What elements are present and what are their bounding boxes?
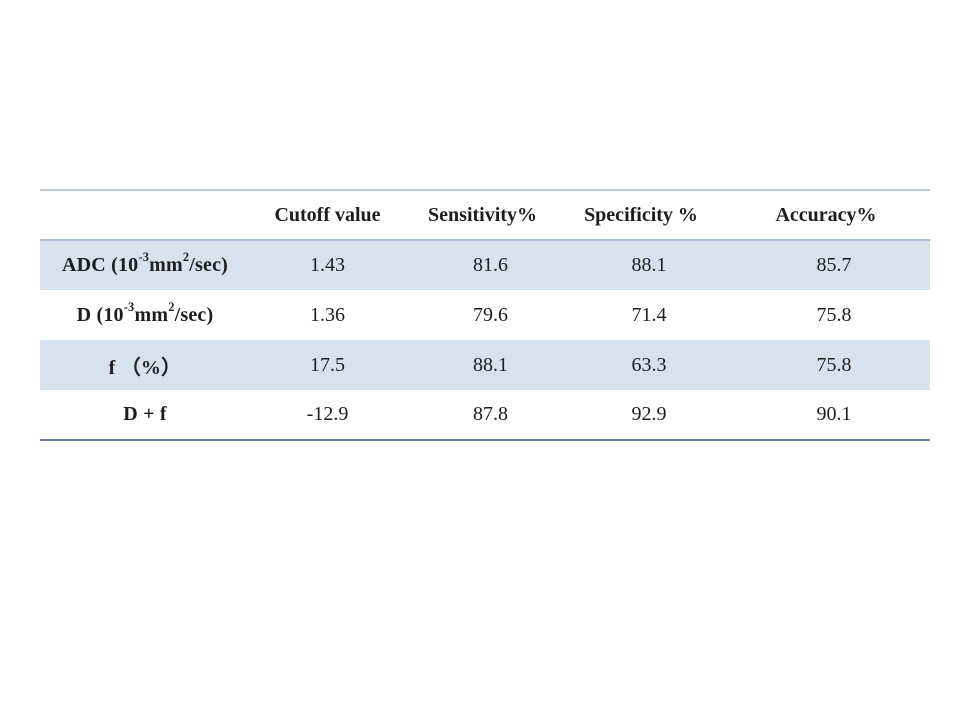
- row-label-segment: mm: [149, 254, 183, 276]
- row-label-segment: D (10: [76, 303, 124, 326]
- row-header-f: f （%）: [40, 340, 250, 390]
- value-cell-dplusf-sensitivity: 87.8: [473, 403, 508, 425]
- row-label-segment: f （%）: [108, 356, 182, 379]
- value-cell-d-accuracy: 75.8: [816, 303, 852, 326]
- superscript-exponent: -3: [123, 299, 135, 314]
- row-label-segment: ADC (10: [61, 254, 139, 276]
- value-cell-f-sensitivity: 88.1: [473, 353, 508, 376]
- value-cell-f-cutoff: 17.5: [310, 353, 345, 376]
- value-cell-adc-accuracy: 85.7: [816, 254, 852, 276]
- value-cell-adc-sensitivity: 81.6: [473, 254, 508, 276]
- value-cell-adc-specificity: 88.1: [631, 254, 667, 276]
- column-header-sensitivity: Sensitivity%: [405, 190, 560, 241]
- value-cell-dplusf-cutoff: -12.9: [306, 403, 349, 425]
- table-row-adc: ADC (10-3mm2/sec) 1.43 81.6 88.1 85.7: [40, 240, 930, 290]
- superscript-exponent: 2: [182, 250, 190, 265]
- column-header-accuracy: Accuracy%: [722, 190, 930, 241]
- value-cell-d-specificity: 71.4: [631, 303, 667, 326]
- column-header-specificity: Specificity %: [560, 190, 722, 241]
- row-label-segment: mm: [134, 303, 169, 326]
- row-label-segment: /sec): [189, 254, 229, 276]
- table-row-d-plus-f: D + f -12.9 87.8 92.9 90.1: [40, 390, 930, 440]
- row-header-d: D (10-3mm2/sec): [40, 290, 250, 340]
- value-cell-dplusf-accuracy: 90.1: [816, 403, 852, 425]
- value-cell-dplusf-specificity: 92.9: [631, 403, 667, 425]
- column-header-cutoff-value: Cutoff value: [250, 190, 405, 241]
- table-row-d: D (10-3mm2/sec) 1.36 79.6 71.4 75.8: [40, 290, 930, 340]
- value-cell-adc-cutoff: 1.43: [310, 254, 345, 276]
- header-row: Cutoff value Sensitivity% Specificity % …: [40, 190, 930, 241]
- row-header-d-plus-f: D + f: [40, 390, 250, 440]
- value-cell-d-sensitivity: 79.6: [473, 303, 508, 326]
- superscript-exponent: 2: [168, 299, 175, 314]
- row-label-segment: /sec): [174, 303, 214, 326]
- value-cell-f-accuracy: 75.8: [816, 353, 852, 376]
- table-row-f: f （%） 17.5 88.1 63.3 75.8: [40, 340, 930, 390]
- value-cell-d-cutoff: 1.36: [310, 303, 345, 326]
- results-table: Cutoff value Sensitivity% Specificity % …: [40, 189, 930, 441]
- value-cell-f-specificity: 63.3: [631, 353, 667, 376]
- corner-cell-empty: [40, 190, 250, 241]
- row-label-segment: D + f: [123, 403, 167, 425]
- row-header-adc: ADC (10-3mm2/sec): [40, 240, 250, 290]
- superscript-exponent: -3: [138, 250, 150, 265]
